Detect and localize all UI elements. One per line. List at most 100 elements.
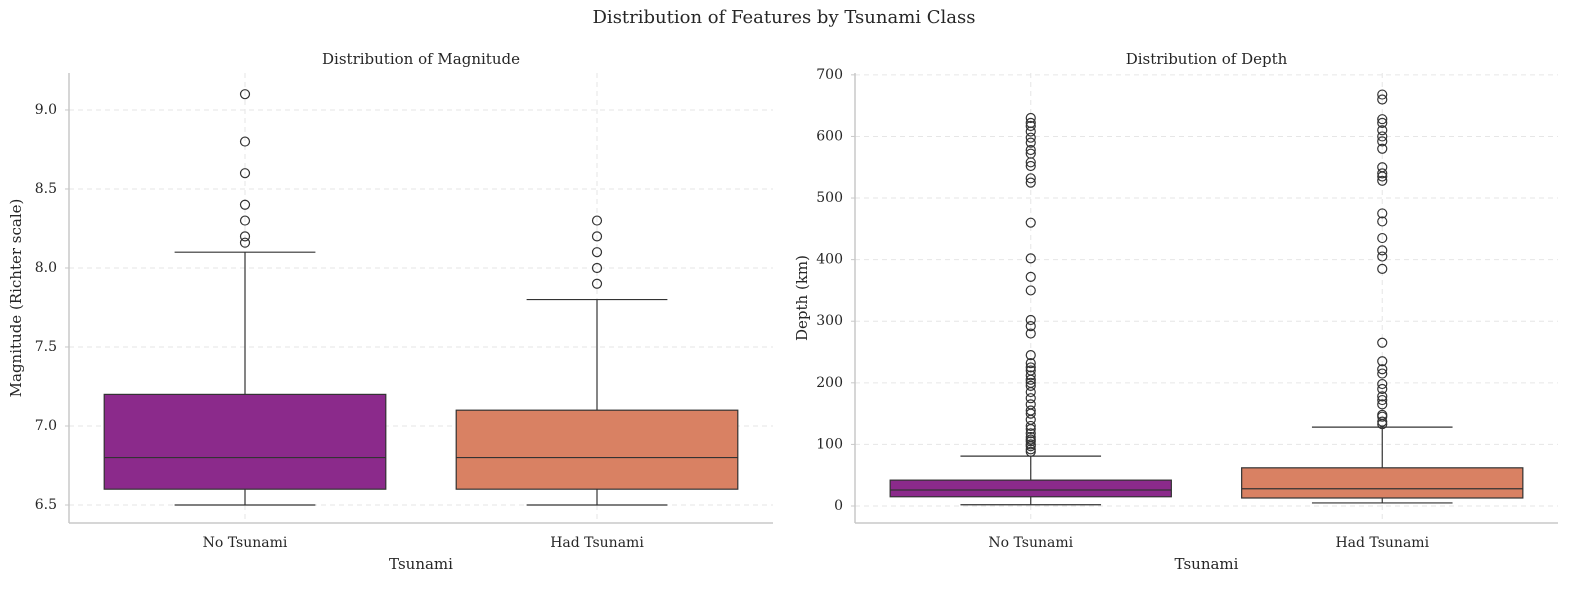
- outlier: [1025, 148, 1036, 159]
- outlier: [1025, 117, 1036, 128]
- y-tick-label: 6.5: [35, 497, 57, 513]
- outlier: [239, 237, 251, 248]
- outlier: [1025, 314, 1036, 326]
- outlier: [1025, 349, 1036, 361]
- outlier: [1025, 362, 1036, 373]
- outlier: [1025, 399, 1036, 410]
- outlier: [1377, 251, 1388, 262]
- y-axis-label: Magnitude (Richter scale): [7, 199, 25, 398]
- outlier: [1025, 120, 1036, 132]
- outlier: [1025, 112, 1036, 124]
- outlier: [1377, 136, 1388, 147]
- box: [455, 409, 739, 490]
- outlier: [1377, 89, 1388, 100]
- outlier: [239, 215, 251, 226]
- outlier: [1377, 168, 1388, 179]
- outlier: [1377, 394, 1388, 406]
- outlier: [1025, 271, 1036, 282]
- outlier: [1025, 405, 1036, 416]
- outlier: [1025, 358, 1036, 369]
- outlier: [1377, 117, 1388, 128]
- figure-title: Distribution of Features by Tsunami Clas…: [593, 7, 976, 28]
- outlier: [1025, 444, 1036, 455]
- y-tick-label: 600: [816, 128, 843, 144]
- outlier: [239, 199, 251, 210]
- outlier: [1377, 125, 1388, 136]
- outlier: [1377, 245, 1388, 256]
- box: [889, 479, 1172, 498]
- y-tick-label: 7.5: [35, 339, 57, 355]
- axes-title: Distribution of Depth: [1126, 50, 1288, 68]
- outlier: [1025, 137, 1036, 148]
- outlier: [1377, 356, 1388, 367]
- outlier: [1377, 94, 1388, 105]
- outlier: [591, 215, 603, 226]
- box: [1241, 467, 1524, 499]
- outlier: [591, 262, 603, 274]
- outlier: [1377, 175, 1388, 186]
- y-tick-label: 400: [816, 252, 843, 268]
- x-tick-label: No Tsunami: [988, 535, 1073, 551]
- outlier: [239, 168, 251, 179]
- outlier: [1377, 337, 1388, 348]
- y-tick-label: 7.0: [35, 418, 57, 434]
- x-tick-label: No Tsunami: [203, 535, 288, 551]
- outlier: [239, 136, 251, 147]
- outlier: [1025, 428, 1036, 439]
- y-tick-label: 300: [816, 313, 843, 329]
- outlier: [1025, 370, 1036, 381]
- y-tick-label: 100: [816, 436, 843, 452]
- outlier: [1025, 431, 1036, 443]
- outlier: [1025, 132, 1036, 143]
- outlier: [1025, 446, 1036, 457]
- outlier: [1025, 434, 1036, 445]
- outlier: [1025, 439, 1036, 450]
- outlier: [1377, 364, 1388, 375]
- outlier: [1377, 263, 1388, 274]
- outlier: [1377, 409, 1388, 420]
- outlier: [1377, 416, 1388, 427]
- outlier: [1377, 368, 1388, 379]
- outlier: [1377, 162, 1388, 173]
- outlier: [591, 278, 603, 289]
- outlier: [1025, 380, 1036, 391]
- y-tick-label: 8.5: [35, 181, 57, 197]
- outlier: [1025, 217, 1036, 228]
- outlier: [1025, 160, 1036, 172]
- x-axis-label: Tsunami: [1175, 555, 1239, 573]
- y-tick-label: 0: [834, 498, 843, 514]
- outlier: [1377, 383, 1388, 395]
- outlier: [1025, 177, 1036, 188]
- x-tick-label: Had Tsunami: [1335, 535, 1429, 551]
- box: [103, 393, 387, 490]
- y-tick-label: 9.0: [35, 102, 57, 118]
- outlier: [1377, 232, 1388, 244]
- outlier: [1377, 131, 1388, 142]
- outlier: [1377, 391, 1388, 402]
- outlier: [1025, 328, 1036, 339]
- y-tick-label: 200: [816, 375, 843, 391]
- outlier: [1025, 377, 1036, 388]
- y-tick-label: 700: [816, 67, 843, 83]
- outlier: [591, 247, 603, 258]
- outlier: [239, 231, 251, 242]
- outlier: [1025, 420, 1036, 432]
- outlier: [1025, 144, 1036, 156]
- outlier: [1025, 321, 1036, 332]
- outlier: [1377, 143, 1388, 154]
- outlier: [1377, 399, 1388, 410]
- outlier: [1025, 285, 1036, 296]
- outlier: [1025, 173, 1036, 184]
- outlier: [591, 231, 603, 242]
- y-axis-label: Depth (km): [793, 255, 811, 341]
- outlier: [1377, 378, 1388, 390]
- axes-title: Distribution of Magnitude: [322, 50, 520, 68]
- x-axis-label: Tsunami: [389, 555, 453, 573]
- outlier: [1377, 208, 1388, 219]
- x-tick-label: Had Tsunami: [550, 535, 644, 551]
- outlier: [1377, 114, 1388, 125]
- outlier: [1025, 365, 1036, 376]
- outlier: [1377, 216, 1388, 227]
